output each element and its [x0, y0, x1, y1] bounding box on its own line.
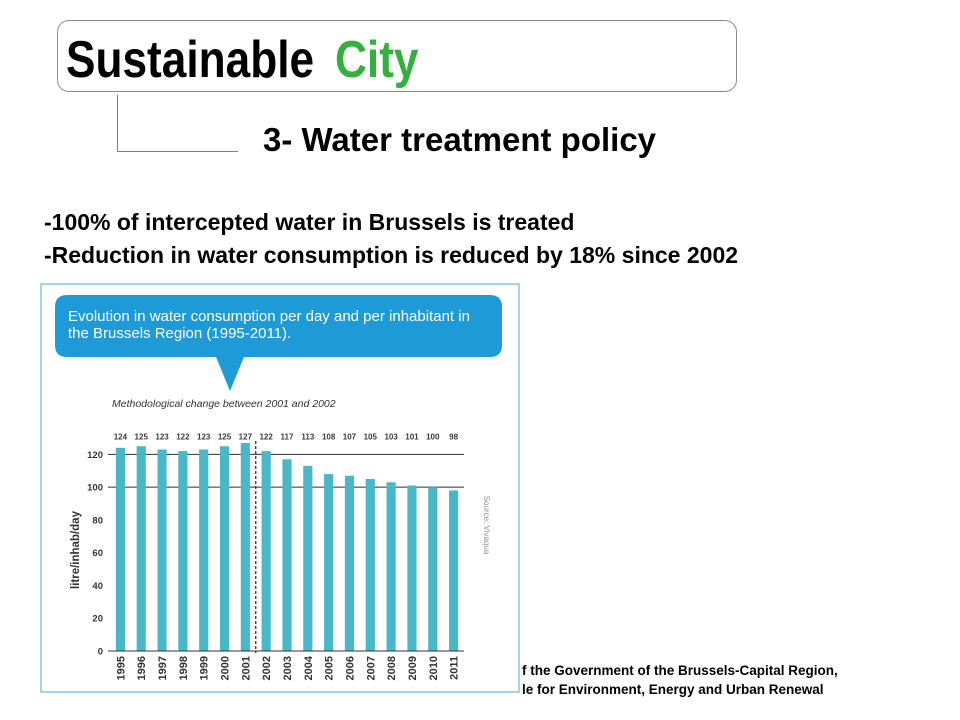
y-tick-label: 80 — [92, 515, 103, 526]
chart-svg: Methodological change between 2001 and 2… — [40, 283, 520, 693]
x-tick-label: 1997 — [157, 656, 169, 680]
data-label: 123 — [197, 433, 211, 442]
bar — [240, 442, 250, 651]
data-label: 122 — [259, 433, 273, 442]
methodology-annotation: Methodological change between 2001 and 2… — [112, 398, 336, 410]
x-tick-label: 1998 — [178, 656, 190, 680]
x-tick-label: 2003 — [282, 656, 294, 680]
data-label: 103 — [384, 433, 398, 442]
bar — [324, 474, 334, 651]
bar — [303, 465, 313, 651]
y-axis-label: litre/inhab/day — [70, 510, 82, 589]
chart-figure: Methodological change between 2001 and 2… — [40, 283, 520, 693]
y-tick-label: 120 — [87, 450, 103, 461]
bar — [178, 451, 188, 651]
y-tick-label: 0 — [98, 646, 103, 657]
title-word-city: City — [335, 31, 419, 89]
footer-line: le for Environment, Energy and Urban Ren… — [522, 682, 824, 697]
title-speech-bubble — [55, 295, 502, 391]
y-tick-label: 100 — [87, 483, 103, 494]
footer-line: f the Government of the Brussels-Capital… — [522, 663, 838, 678]
title-word-sustainable: Sustainable — [66, 31, 315, 89]
chart-title: Evolution in water consumption per day a… — [68, 308, 470, 342]
x-tick-label: 2010 — [428, 656, 440, 680]
y-tick-label: 60 — [92, 548, 103, 559]
bar — [136, 446, 146, 651]
footer-credit: f the Government of the Brussels-Capital… — [522, 661, 838, 699]
section-subtitle: 3- Water treatment policy — [263, 121, 657, 158]
x-tick-label: 2001 — [240, 656, 252, 680]
connector-line-vertical — [117, 95, 118, 151]
x-tick-label: 1999 — [199, 656, 211, 680]
x-tick-label: 2008 — [386, 656, 398, 680]
bar — [199, 449, 209, 651]
x-tick-label: 1996 — [136, 656, 148, 680]
data-label: 107 — [343, 433, 357, 442]
bar — [428, 487, 438, 651]
data-label: 100 — [426, 433, 440, 442]
data-label: 98 — [449, 433, 458, 442]
bullet-item: -Reduction in water consumption is reduc… — [44, 242, 739, 268]
data-label: 122 — [176, 433, 190, 442]
data-label: 125 — [218, 433, 232, 442]
data-label: 105 — [364, 433, 378, 442]
source-note: Source: Vivaqua — [482, 496, 491, 555]
x-tick-label: 2005 — [324, 656, 336, 680]
x-tick-label: 2004 — [303, 655, 315, 680]
bar — [115, 447, 125, 651]
bar — [449, 490, 459, 651]
x-tick-label: 2002 — [261, 656, 273, 680]
data-label: 127 — [239, 433, 253, 442]
x-tick-label: 2000 — [220, 656, 232, 680]
x-tick-label: 2006 — [344, 656, 356, 680]
title-box: Sustainable City — [57, 20, 737, 92]
data-label: 108 — [322, 433, 336, 442]
x-tick-label: 2009 — [407, 656, 419, 680]
bar — [344, 475, 355, 651]
connector-line-horizontal — [117, 151, 238, 152]
x-tick-label: 2007 — [365, 656, 377, 680]
bar — [407, 485, 417, 651]
data-label: 124 — [114, 433, 128, 442]
plot-area: 0 20 40 60 80 100 120 124 1995 125 1996 123 1997 122 1… — [87, 433, 464, 680]
bar — [386, 482, 396, 651]
data-label: 125 — [135, 433, 149, 442]
bar — [365, 478, 375, 651]
bullet-list: -100% of intercepted water in Brussels i… — [44, 206, 738, 272]
x-tick-label: 1995 — [115, 656, 127, 680]
x-tick-label: 2011 — [449, 656, 461, 680]
bar — [282, 459, 292, 651]
y-tick-label: 20 — [92, 614, 103, 625]
bar — [219, 446, 230, 651]
y-tick-label: 40 — [92, 581, 103, 592]
data-label: 101 — [405, 433, 419, 442]
bar — [261, 451, 271, 651]
data-label: 113 — [301, 433, 314, 442]
bar — [157, 449, 167, 651]
data-label: 123 — [155, 433, 169, 442]
data-label: 117 — [281, 433, 294, 442]
bullet-item: -100% of intercepted water in Brussels i… — [44, 209, 575, 235]
